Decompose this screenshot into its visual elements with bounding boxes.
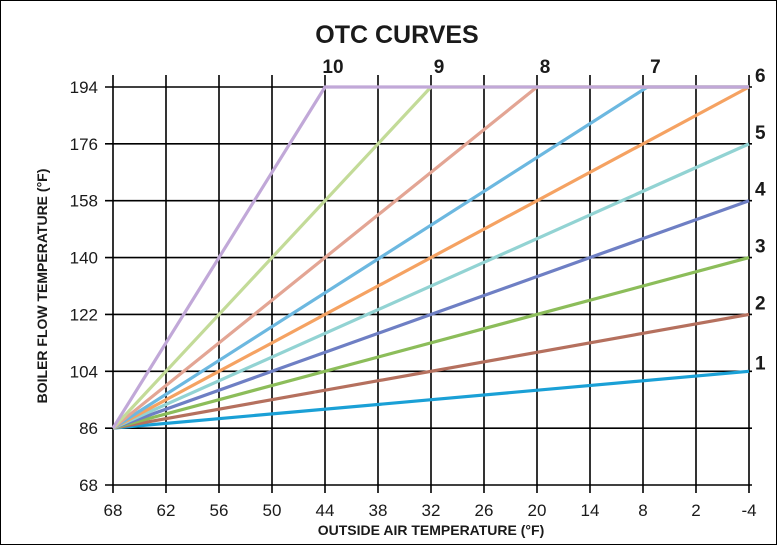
y-tick-label: 140 bbox=[70, 249, 98, 268]
y-tick-labels: 194 176 158 140 122 104 86 68 bbox=[70, 78, 98, 495]
curve-label-1: 1 bbox=[755, 353, 766, 374]
curve-labels: 1 2 3 4 5 6 7 8 9 10 bbox=[322, 57, 766, 374]
series-line-4 bbox=[112, 199, 750, 430]
y-tick-label: 122 bbox=[70, 305, 98, 324]
x-axis-label: OUTSIDE AIR TEMPERATURE (°F) bbox=[318, 522, 544, 538]
x-tick-label: 50 bbox=[263, 501, 282, 520]
curve-label-7: 7 bbox=[650, 57, 661, 78]
y-tick-label: 194 bbox=[70, 78, 98, 97]
x-tick-label: -4 bbox=[741, 501, 756, 520]
curve-label-6: 6 bbox=[755, 66, 766, 87]
series-line-2 bbox=[112, 312, 750, 430]
x-tick-label: 62 bbox=[157, 501, 176, 520]
series-line-3 bbox=[112, 256, 750, 430]
x-tick-label: 44 bbox=[316, 501, 335, 520]
series-line-6 bbox=[112, 85, 750, 430]
curve-label-8: 8 bbox=[540, 57, 551, 78]
curve-label-5: 5 bbox=[755, 123, 766, 144]
y-tick-label: 104 bbox=[70, 362, 98, 381]
x-tick-label: 2 bbox=[691, 501, 700, 520]
y-axis-label: BOILER FLOW TEMPERATURE (°F) bbox=[34, 169, 50, 404]
curve-label-9: 9 bbox=[434, 57, 445, 78]
x-tick-label: 38 bbox=[369, 501, 388, 520]
series-line-1 bbox=[112, 369, 750, 430]
series-line-5 bbox=[112, 142, 750, 430]
x-tick-label: 8 bbox=[638, 501, 647, 520]
y-tick-label: 176 bbox=[70, 135, 98, 154]
x-tick-label: 26 bbox=[475, 501, 494, 520]
x-tick-label: 14 bbox=[581, 501, 600, 520]
y-tick-label: 86 bbox=[79, 419, 98, 438]
x-tick-labels: 68 62 56 50 44 38 32 26 20 14 8 2 -4 bbox=[104, 501, 757, 520]
chart-title: OTC CURVES bbox=[315, 21, 478, 49]
series-line-10 bbox=[111, 85, 749, 429]
curve-label-3: 3 bbox=[755, 237, 766, 258]
curve-label-10: 10 bbox=[322, 57, 343, 78]
curve-label-4: 4 bbox=[755, 180, 766, 201]
curve-label-2: 2 bbox=[755, 293, 766, 314]
x-tick-label: 20 bbox=[528, 501, 547, 520]
series-lines bbox=[111, 85, 750, 430]
y-tick-label: 158 bbox=[70, 192, 98, 211]
x-tick-label: 56 bbox=[210, 501, 229, 520]
x-tick-label: 68 bbox=[104, 501, 123, 520]
x-tick-label: 32 bbox=[422, 501, 441, 520]
y-tick-label: 68 bbox=[79, 476, 98, 495]
